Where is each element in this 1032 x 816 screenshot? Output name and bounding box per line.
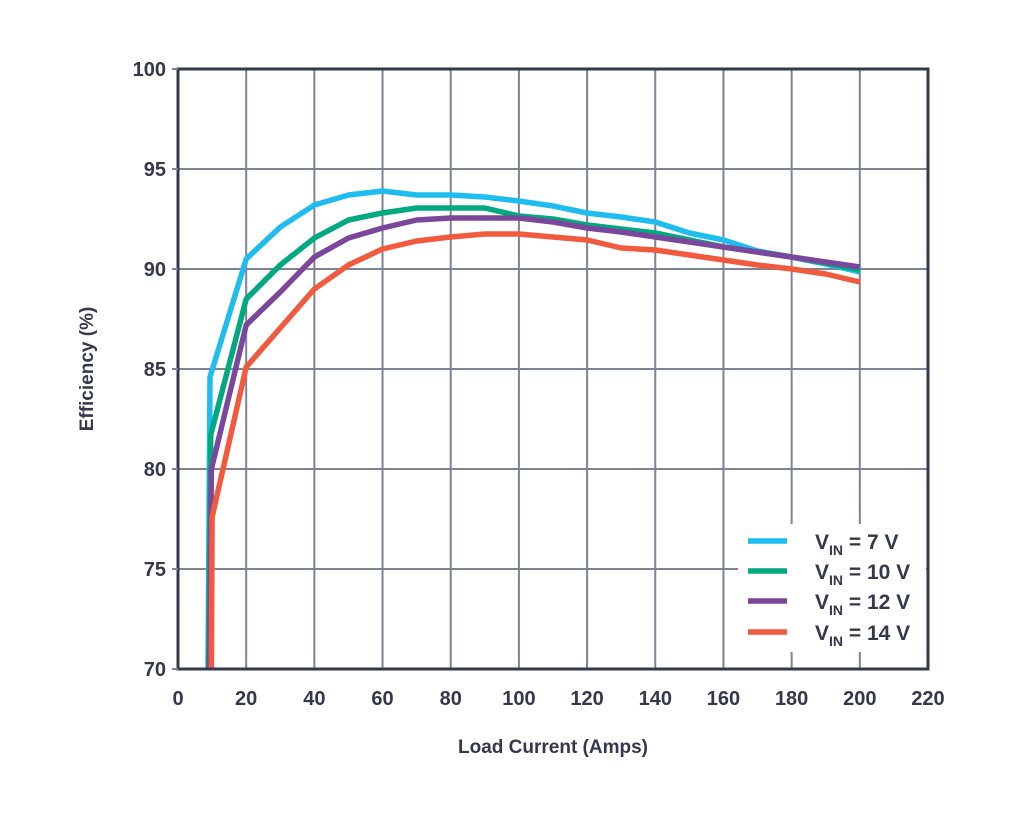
x-tick-label: 40 bbox=[303, 688, 325, 710]
series-line-0 bbox=[205, 188, 861, 670]
x-tick-label: 60 bbox=[371, 688, 393, 710]
x-tick-label: 160 bbox=[707, 688, 740, 710]
legend-label-3: VIN = 14 V bbox=[815, 622, 910, 649]
y-tick-label: 100 bbox=[133, 59, 166, 81]
y-tick-label: 75 bbox=[144, 559, 166, 581]
legend: VIN = 7 V VIN = 10 V VIN = 12 V VIN = 14 V bbox=[738, 524, 926, 652]
x-tick-label: 140 bbox=[639, 688, 672, 710]
legend-label-1: VIN = 10 V bbox=[815, 561, 910, 588]
legend-label-2: VIN = 12 V bbox=[815, 591, 910, 618]
x-tick-label: 100 bbox=[502, 688, 535, 710]
y-tick-label: 95 bbox=[144, 159, 166, 181]
x-tick-labels: 0 20 40 60 80 100 120 140 160 180 200 220 bbox=[172, 688, 944, 710]
y-tick-label: 80 bbox=[144, 459, 166, 481]
x-tick-label: 20 bbox=[235, 688, 257, 710]
y-axis-title: Efficiency (%) bbox=[77, 307, 98, 432]
x-tick-label: 180 bbox=[775, 688, 808, 710]
y-tick-labels: 70 75 80 85 90 95 100 bbox=[133, 59, 166, 681]
legend-label-0: VIN = 7 V bbox=[815, 531, 898, 558]
x-tick-label: 0 bbox=[172, 688, 183, 710]
x-tick-label: 200 bbox=[843, 688, 876, 710]
y-tick-label: 70 bbox=[144, 659, 166, 681]
x-tick-label: 120 bbox=[570, 688, 603, 710]
x-tick-label: 80 bbox=[440, 688, 462, 710]
series-line-3 bbox=[208, 231, 861, 670]
y-tick-label: 85 bbox=[144, 359, 166, 381]
x-axis-title: Load Current (Amps) bbox=[458, 737, 648, 758]
y-tick-label: 90 bbox=[144, 259, 166, 281]
series-line-2 bbox=[206, 215, 861, 670]
x-tick-label: 220 bbox=[911, 688, 944, 710]
plot-frame bbox=[172, 67, 930, 671]
series-lines bbox=[205, 188, 861, 670]
